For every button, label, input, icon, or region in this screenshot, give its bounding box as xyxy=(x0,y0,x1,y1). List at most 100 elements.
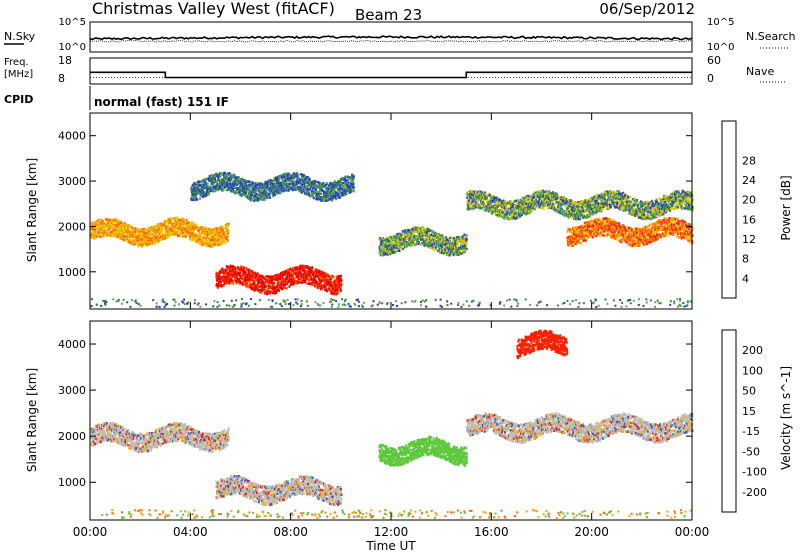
data-cell xyxy=(465,241,468,244)
data-cell xyxy=(453,237,456,240)
data-cell xyxy=(244,187,247,190)
data-cell xyxy=(384,251,387,254)
data-cell xyxy=(110,224,113,227)
data-cell xyxy=(344,175,347,178)
data-cell xyxy=(281,179,284,183)
data-cell xyxy=(136,235,139,239)
data-cell xyxy=(267,278,270,281)
data-cell xyxy=(422,236,425,239)
data-cell xyxy=(303,178,306,182)
data-cell xyxy=(217,276,220,280)
data-cell xyxy=(447,239,450,242)
data-cell xyxy=(481,191,484,194)
data-cell xyxy=(314,180,317,183)
data-cell xyxy=(199,184,201,187)
data-cell xyxy=(208,238,211,242)
data-cell xyxy=(430,234,433,237)
data-cell xyxy=(254,194,257,198)
data-cell xyxy=(217,280,220,284)
data-cell xyxy=(298,266,300,269)
data-cell xyxy=(339,193,342,196)
data-cell xyxy=(326,283,329,286)
data-cell xyxy=(251,274,254,278)
data-cell xyxy=(160,226,163,230)
data-cell xyxy=(219,278,222,281)
data-cell xyxy=(273,179,276,182)
data-cell xyxy=(503,206,506,209)
data-cell xyxy=(424,234,427,237)
data-cell xyxy=(304,181,307,184)
data-cell xyxy=(273,281,276,285)
data-cell xyxy=(215,242,218,245)
data-cell xyxy=(392,244,395,247)
data-cell xyxy=(276,285,279,288)
data-cell xyxy=(278,184,281,188)
data-cell xyxy=(492,199,495,202)
data-cell xyxy=(322,192,325,195)
data-cell xyxy=(203,226,206,229)
data-cell xyxy=(295,266,298,269)
data-cell xyxy=(485,203,488,206)
data-cell xyxy=(404,242,407,245)
data-cell xyxy=(194,198,197,202)
data-cell xyxy=(240,182,242,185)
data-cell xyxy=(291,176,293,180)
data-cell xyxy=(129,241,132,245)
data-cell xyxy=(445,236,448,239)
data-cell xyxy=(185,225,188,229)
data-cell xyxy=(240,180,243,183)
data-cell xyxy=(203,238,206,242)
data-cell xyxy=(274,183,277,186)
data-cell xyxy=(162,228,165,231)
station-title: Christmas Valley West (fitACF) xyxy=(92,0,335,18)
data-cell xyxy=(183,235,186,239)
data-cell xyxy=(315,188,318,191)
data-cell xyxy=(170,222,173,225)
data-cell xyxy=(296,276,299,279)
data-cell xyxy=(384,252,387,256)
data-cell xyxy=(260,286,263,289)
data-cell xyxy=(383,238,386,242)
data-cell xyxy=(406,237,409,241)
data-cell xyxy=(199,232,202,235)
data-cell xyxy=(143,234,146,237)
data-cell xyxy=(416,242,419,245)
data-cell xyxy=(305,184,308,187)
data-cell xyxy=(251,284,254,287)
data-cell xyxy=(388,240,391,243)
data-cell xyxy=(386,241,389,245)
data-cell xyxy=(287,273,289,277)
data-cell xyxy=(135,240,138,244)
data-cell xyxy=(149,233,152,237)
data-cell xyxy=(318,190,321,193)
data-cell xyxy=(272,185,275,188)
data-cell xyxy=(186,218,189,222)
data-cell xyxy=(92,222,95,225)
data-cell xyxy=(316,282,319,285)
data-cell xyxy=(288,188,291,191)
data-cell xyxy=(297,273,300,276)
data-cell xyxy=(235,275,238,278)
data-cell xyxy=(179,222,182,226)
data-cell xyxy=(285,174,288,177)
data-cell xyxy=(121,226,124,230)
data-cell xyxy=(204,178,207,181)
data-cell xyxy=(137,241,140,244)
data-cell xyxy=(267,288,269,291)
data-cell xyxy=(114,227,117,230)
data-cell xyxy=(228,188,231,192)
data-cell xyxy=(253,281,256,284)
data-cell xyxy=(173,225,176,229)
data-cell xyxy=(100,223,103,226)
data-cell xyxy=(164,230,167,234)
data-cell xyxy=(207,241,210,244)
data-cell xyxy=(195,184,198,187)
data-cell xyxy=(346,187,349,190)
data-cell xyxy=(397,234,400,237)
data-cell xyxy=(415,226,418,230)
data-cell xyxy=(169,220,172,223)
data-cell xyxy=(221,186,224,189)
data-cell xyxy=(313,278,315,281)
data-cell xyxy=(474,206,476,209)
data-cell xyxy=(241,182,244,185)
